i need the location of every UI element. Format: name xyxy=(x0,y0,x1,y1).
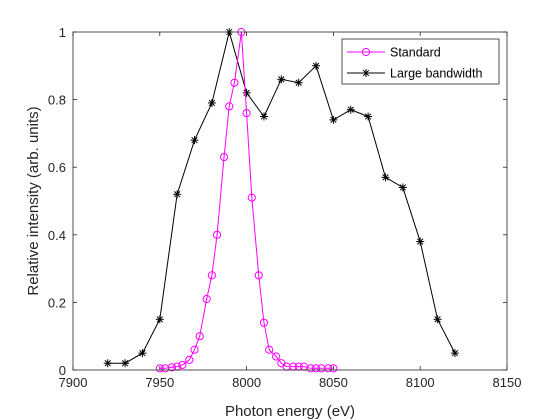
data-point xyxy=(195,332,204,341)
data-point xyxy=(219,152,229,162)
data-point xyxy=(173,190,182,199)
data-point xyxy=(225,102,234,111)
data-point xyxy=(311,364,321,373)
legend-items: Standard Large bandwidth xyxy=(347,46,482,81)
data-point xyxy=(329,115,338,124)
data-point xyxy=(277,75,286,84)
legend-item: Standard xyxy=(347,46,441,60)
data-point xyxy=(178,360,187,370)
data-point xyxy=(202,294,211,304)
plot-frame xyxy=(72,31,508,371)
x-axis-label: Photon energy (eV) xyxy=(225,403,355,420)
data-point xyxy=(306,364,315,373)
y-axis-ticks: 0 0.2 0.4 0.6 0.8 1 xyxy=(48,25,507,378)
plot-area xyxy=(73,32,507,370)
data-point xyxy=(450,349,459,358)
legend: Standard Large bandwidth xyxy=(341,38,500,85)
x-tick-label: 8050 xyxy=(319,375,348,390)
x-tick-label: 7900 xyxy=(59,375,88,390)
data-point xyxy=(190,345,199,354)
data-point xyxy=(190,136,199,145)
data-point xyxy=(324,364,333,373)
x-tick-label: 8150 xyxy=(493,375,522,390)
data-point xyxy=(259,112,268,121)
data-point xyxy=(242,109,251,118)
data-point xyxy=(185,355,194,364)
data-point xyxy=(207,271,216,280)
y-tick-label: 0.4 xyxy=(48,228,66,243)
data-point xyxy=(103,359,112,368)
data-point xyxy=(155,315,164,324)
data-point xyxy=(329,364,338,373)
y-tick-label: 1 xyxy=(59,25,66,40)
series-large-bandwidth xyxy=(103,28,459,368)
data-point xyxy=(259,318,269,327)
legend-label: Large bandwidth xyxy=(390,67,482,81)
data-point xyxy=(364,112,373,121)
data-point xyxy=(433,315,442,324)
data-point xyxy=(294,78,303,87)
legend-label: Standard xyxy=(390,46,441,60)
legend-item: Large bandwidth xyxy=(347,67,482,81)
legend-marker xyxy=(362,69,370,77)
legend-marker xyxy=(361,47,371,57)
legend-box xyxy=(341,38,500,85)
data-point xyxy=(272,352,281,361)
data-point xyxy=(207,98,216,107)
data-point xyxy=(416,237,425,246)
data-point xyxy=(265,345,274,354)
x-tick-label: 8000 xyxy=(232,375,261,390)
data-point xyxy=(230,78,239,87)
y-axis-label: Relative intensity (arb. units) xyxy=(25,106,42,295)
x-tick-label: 7950 xyxy=(145,375,174,390)
data-point xyxy=(247,193,256,202)
data-point xyxy=(381,173,390,182)
series-line xyxy=(159,31,334,369)
data-point xyxy=(212,230,222,239)
data-point xyxy=(346,105,355,114)
data-point xyxy=(167,363,177,372)
x-axis-ticks: 7900 7950 8000 8050 8100 8150 xyxy=(59,32,522,390)
data-point xyxy=(242,88,251,97)
data-point xyxy=(312,61,321,70)
y-tick-label: 0 xyxy=(59,363,66,378)
data-point xyxy=(138,349,147,358)
data-point xyxy=(155,364,164,373)
data-point xyxy=(254,271,263,280)
x-tick-label: 8100 xyxy=(406,375,435,390)
y-tick-label: 0.2 xyxy=(48,295,66,310)
data-point xyxy=(121,359,130,368)
y-tick-label: 0.6 xyxy=(48,160,66,175)
y-tick-label: 0.8 xyxy=(48,93,66,108)
data-point xyxy=(398,183,407,192)
